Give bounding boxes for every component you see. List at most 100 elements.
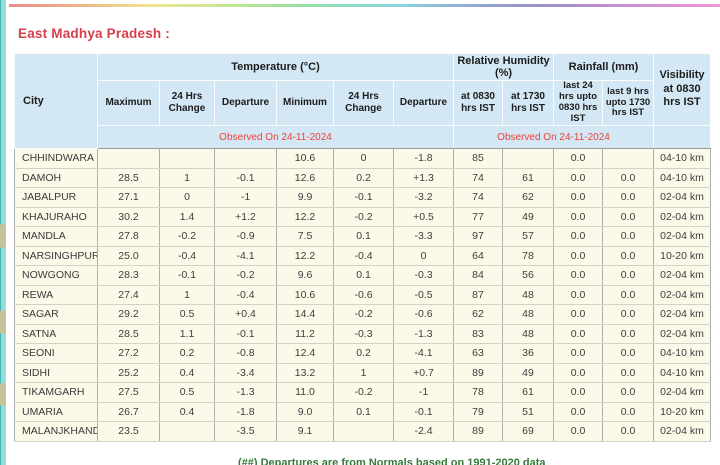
value-cell: -3.4 [214, 362, 277, 383]
value-cell [333, 421, 394, 442]
value-cell: 25.0 [97, 245, 160, 266]
value-cell: -1.8 [392, 148, 455, 169]
value-cell: 74 [453, 187, 504, 208]
value-cell: +1.2 [214, 206, 277, 227]
city-cell: REWA [14, 284, 98, 305]
value-cell: 48 [502, 304, 555, 325]
value-cell: 0.1 [333, 401, 394, 422]
value-cell: 04-10 km [653, 362, 712, 383]
value-cell: 10.6 [276, 284, 334, 305]
table-row: MALANJKHAND 23.5 -3.5 9.1 -2.4 89 69 0.0… [14, 421, 712, 442]
value-cell: 25.2 [97, 362, 160, 383]
value-cell: 9.6 [276, 265, 334, 286]
value-cell: 1.4 [159, 206, 215, 227]
column-header-max-departure: Departure [214, 80, 277, 126]
value-cell: 02-04 km [653, 382, 712, 403]
value-cell: 0.0 [553, 401, 604, 422]
value-cell: 0.0 [602, 323, 655, 344]
value-cell: -0.1 [392, 401, 455, 422]
value-cell: 10-20 km [653, 401, 712, 422]
value-cell: 61 [502, 382, 555, 403]
value-cell: 62 [453, 304, 504, 325]
value-cell: 0.0 [553, 245, 604, 266]
value-cell: -0.1 [214, 167, 277, 188]
value-cell: 10.6 [276, 148, 334, 169]
value-cell: -0.1 [333, 187, 394, 208]
value-cell: -0.3 [333, 323, 394, 344]
value-cell: 0.4 [159, 362, 215, 383]
column-group-temperature: Temperature (°C) [96, 53, 455, 81]
value-cell: 0.2 [333, 343, 394, 364]
value-cell: -4.1 [214, 245, 277, 266]
value-cell [97, 148, 160, 169]
value-cell: 14.4 [276, 304, 334, 325]
value-cell: 0.5 [159, 304, 215, 325]
value-cell: -1 [214, 187, 277, 208]
value-cell: 0.0 [553, 284, 604, 305]
table-row: UMARIA 26.7 0.4 -1.8 9.0 0.1 -0.1 79 51 … [14, 401, 712, 422]
table-row: SEONI 27.2 0.2 -0.8 12.4 0.2 -4.1 63 36 … [14, 343, 712, 364]
value-cell: 0.0 [602, 226, 655, 247]
value-cell: -0.1 [159, 265, 215, 286]
column-header-rainfall-9hrs: last 9 hrs upto 1730 hrs IST [602, 80, 655, 126]
value-cell: 0.0 [553, 304, 604, 325]
value-cell: 0 [392, 245, 455, 266]
value-cell: 0 [333, 148, 394, 169]
value-cell: 9.9 [276, 187, 334, 208]
value-cell: 0.0 [553, 167, 604, 188]
value-cell [602, 148, 655, 169]
value-cell: 0.0 [602, 206, 655, 227]
city-cell: UMARIA [14, 401, 98, 422]
value-cell: 79 [453, 401, 504, 422]
value-cell: 87 [453, 284, 504, 305]
value-cell: 02-04 km [653, 284, 712, 305]
value-cell: 0.0 [602, 304, 655, 325]
value-cell: -0.3 [392, 265, 455, 286]
left-border-strip [0, 0, 7, 465]
value-cell: 30.2 [97, 206, 160, 227]
city-cell: NOWGONG [14, 265, 98, 286]
value-cell: 1 [159, 167, 215, 188]
value-cell [214, 148, 277, 169]
value-cell: 27.4 [97, 284, 160, 305]
value-cell: 1 [333, 362, 394, 383]
value-cell: 64 [453, 245, 504, 266]
value-cell: 56 [502, 265, 555, 286]
value-cell: 27.2 [97, 343, 160, 364]
value-cell: 0.0 [602, 284, 655, 305]
value-cell: 0.0 [602, 245, 655, 266]
value-cell: 57 [502, 226, 555, 247]
column-header-minimum: Minimum [276, 80, 334, 126]
value-cell: 84 [453, 265, 504, 286]
value-cell: 0.0 [553, 323, 604, 344]
value-cell: 9.0 [276, 401, 334, 422]
value-cell: 62 [502, 187, 555, 208]
weather-table: City Temperature (°C) Relative Humidity … [14, 53, 712, 442]
value-cell: 48 [502, 323, 555, 344]
value-cell: 78 [453, 382, 504, 403]
value-cell: 0.5 [159, 382, 215, 403]
value-cell [159, 421, 215, 442]
value-cell: 27.8 [97, 226, 160, 247]
column-header-visibility: Visibility at 0830 hrs IST [653, 53, 712, 126]
rainbow-divider [9, 4, 720, 7]
value-cell: -1.8 [214, 401, 277, 422]
value-cell: 0.0 [553, 382, 604, 403]
value-cell: 02-04 km [653, 226, 712, 247]
city-cell: MANDLA [14, 226, 98, 247]
value-cell: -3.2 [392, 187, 455, 208]
value-cell: -1.3 [214, 382, 277, 403]
city-cell: TIKAMGARH [14, 382, 98, 403]
value-cell: 89 [453, 362, 504, 383]
value-cell: 0.0 [602, 167, 655, 188]
value-cell: 49 [502, 206, 555, 227]
value-cell: 51 [502, 401, 555, 422]
column-header-city: City [14, 53, 98, 149]
value-cell: 36 [502, 343, 555, 364]
value-cell: -0.2 [333, 206, 394, 227]
value-cell: -1 [392, 382, 455, 403]
value-cell: 27.1 [97, 187, 160, 208]
value-cell: 83 [453, 323, 504, 344]
observed-humidity-rainfall-label: Observed On 24-11-2024 [453, 125, 655, 149]
value-cell: +1.3 [392, 167, 455, 188]
